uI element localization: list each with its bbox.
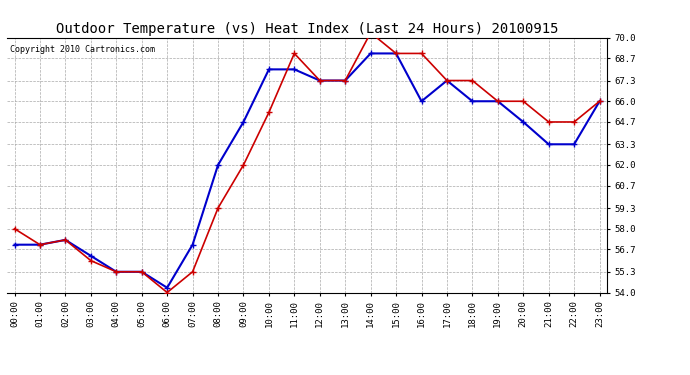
Text: Copyright 2010 Cartronics.com: Copyright 2010 Cartronics.com [10, 45, 155, 54]
Title: Outdoor Temperature (vs) Heat Index (Last 24 Hours) 20100915: Outdoor Temperature (vs) Heat Index (Las… [56, 22, 558, 36]
